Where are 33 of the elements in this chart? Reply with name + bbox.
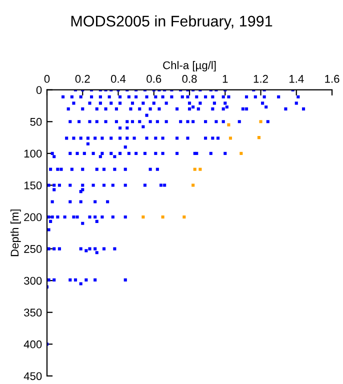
point (161, 215, 164, 219)
point (142, 215, 145, 219)
point (257, 136, 261, 140)
y-tick-label: 400 (24, 340, 42, 348)
point (227, 123, 230, 126)
point (198, 168, 202, 171)
point (259, 120, 262, 124)
x-tick-label: 0 (44, 74, 50, 83)
point (228, 136, 232, 140)
x-axis-title: Chl-a [µg/l] (163, 61, 216, 72)
y-axis-title: Depth [m] (10, 210, 21, 256)
x-tick-label: 1.2 (254, 74, 268, 83)
y-tick-label: 100 (24, 150, 42, 158)
x-tick-label: 1.6 (325, 74, 340, 83)
x-tick-label: 1.4 (290, 75, 304, 83)
y-tick-label: 300 (24, 276, 42, 285)
y-tick-label: 250 (24, 245, 42, 253)
y-tick-label: 0 (36, 86, 42, 94)
y-tick-label: 350 (24, 308, 42, 316)
chart-title: MODS2005 in February, 1991 (71, 15, 272, 30)
point (182, 215, 186, 219)
x-tick-label: 0.2 (75, 74, 90, 83)
point (240, 152, 243, 155)
y-tick-label: 450 (24, 372, 42, 380)
y-tick-label: 50 (30, 118, 42, 126)
y-tick-label: 150 (24, 181, 42, 190)
x-tick-label: 1 (222, 75, 228, 83)
x-tick-label: 0.6 (146, 74, 162, 83)
point (192, 184, 195, 187)
y-tick-label: 200 (24, 213, 42, 222)
point (193, 168, 196, 171)
x-tick-label: 0.8 (182, 74, 197, 83)
x-tick-label: 0.4 (110, 74, 126, 83)
